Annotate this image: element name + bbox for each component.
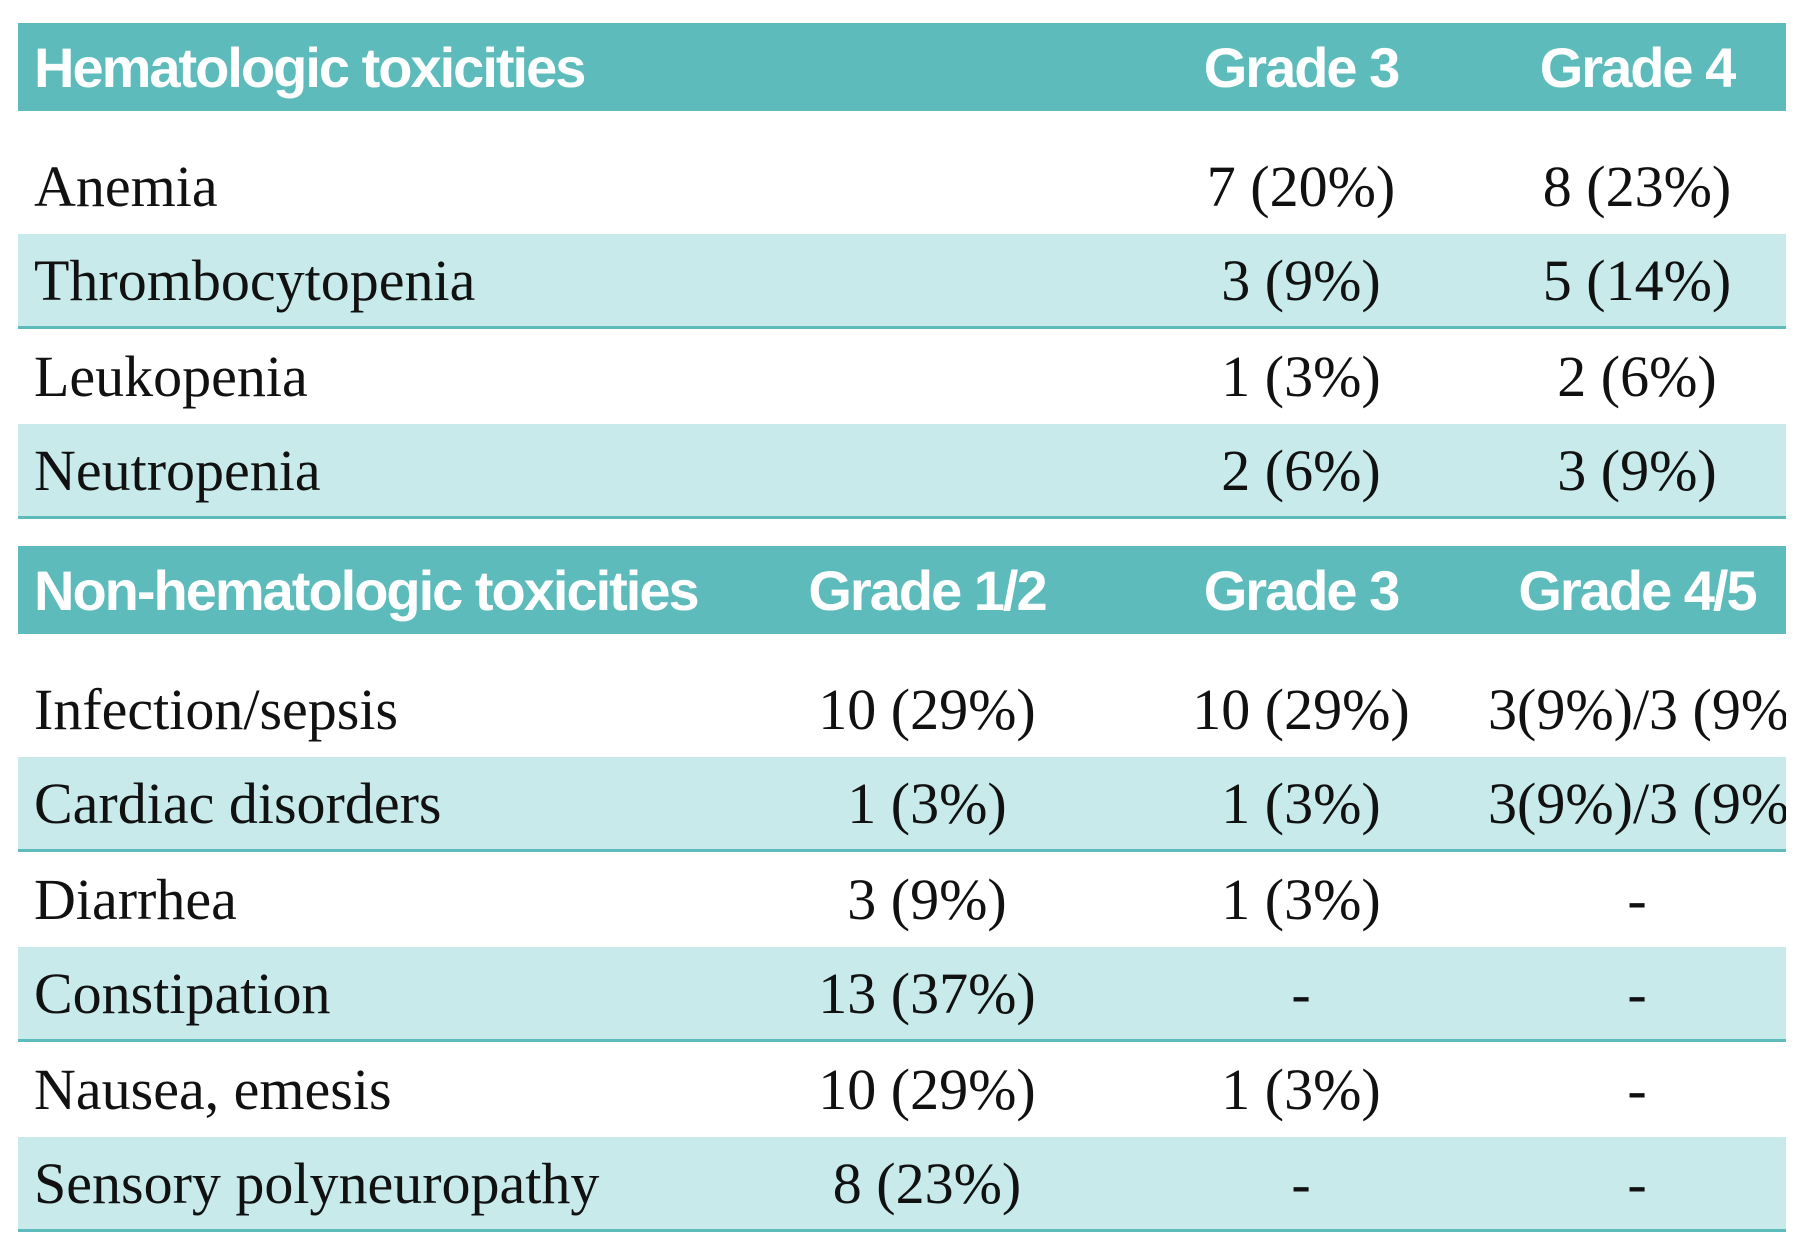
grade12-value: 8 (23%)	[832, 1150, 1022, 1216]
grade45-value: -	[1627, 867, 1647, 932]
grade3-value: -	[1291, 1150, 1311, 1216]
grade3-value: 1 (3%)	[1221, 867, 1381, 932]
grade4-value: 5 (14%)	[1542, 247, 1732, 313]
table-row: Leukopenia 1 (3%) 2 (6%)	[18, 329, 1786, 424]
toxicity-name: Infection/sepsis	[34, 677, 399, 742]
hematologic-header-title: Hematologic toxicities	[34, 35, 586, 99]
grade4-value: 3 (9%)	[1557, 437, 1717, 503]
table-row: Cardiac disorders 1 (3%) 1 (3%) 3(9%)/3 …	[18, 757, 1786, 852]
non-hematologic-header-grade12: Grade 1/2	[808, 558, 1047, 622]
grade12-value: 10 (29%)	[818, 677, 1036, 742]
grade3-value: 1 (3%)	[1221, 344, 1381, 409]
toxicity-name: Neutropenia	[34, 437, 321, 503]
grade12-value: 1 (3%)	[847, 770, 1007, 836]
grade45-value: 3(9%)/3 (9%)	[1488, 770, 1786, 836]
grade45-value: -	[1627, 1150, 1647, 1216]
toxicity-name: Sensory polyneuropathy	[34, 1150, 600, 1216]
grade45-value: -	[1627, 960, 1647, 1026]
table-row: Thrombocytopenia 3 (9%) 5 (14%)	[18, 234, 1786, 329]
grade45-value: 3(9%)/3 (9%)	[1488, 677, 1786, 742]
grade3-value: 2 (6%)	[1221, 437, 1381, 503]
grade3-value: 1 (3%)	[1221, 770, 1381, 836]
hematologic-table: Hematologic toxicities Grade 3 Grade 4 A…	[18, 23, 1786, 519]
table-row: Infection/sepsis 10 (29%) 10 (29%) 3(9%)…	[18, 662, 1786, 757]
toxicity-name: Diarrhea	[34, 867, 237, 932]
table-row: Diarrhea 3 (9%) 1 (3%) -	[18, 852, 1786, 947]
non-hematologic-table: Non-hematologic toxicities Grade 1/2 Gra…	[18, 546, 1786, 1232]
grade45-value: -	[1627, 1057, 1647, 1122]
table-row: Neutropenia 2 (6%) 3 (9%)	[18, 424, 1786, 519]
table-row: Anemia 7 (20%) 8 (23%)	[18, 139, 1786, 234]
hematologic-header-grade4: Grade 4	[1539, 35, 1737, 99]
hematologic-header-row: Hematologic toxicities Grade 3 Grade 4	[18, 23, 1786, 111]
grade12-value: 10 (29%)	[818, 1057, 1036, 1122]
toxicity-name: Anemia	[34, 154, 218, 219]
grade4-value: 8 (23%)	[1542, 154, 1732, 219]
table-row: Nausea, emesis 10 (29%) 1 (3%) -	[18, 1042, 1786, 1137]
table-row: Constipation 13 (37%) - -	[18, 947, 1786, 1042]
grade3-value: 10 (29%)	[1192, 677, 1410, 742]
grade3-value: 7 (20%)	[1206, 154, 1396, 219]
toxicity-name: Constipation	[34, 960, 331, 1026]
grade12-value: 3 (9%)	[847, 867, 1007, 932]
hematologic-header-grade3: Grade 3	[1203, 35, 1401, 99]
non-hematologic-header-row: Non-hematologic toxicities Grade 1/2 Gra…	[18, 546, 1786, 634]
grade3-value: 1 (3%)	[1221, 1057, 1381, 1122]
grade3-value: -	[1291, 960, 1311, 1026]
toxicity-name: Thrombocytopenia	[34, 247, 476, 313]
table-row: Sensory polyneuropathy 8 (23%) - -	[18, 1137, 1786, 1232]
toxicity-name: Cardiac disorders	[34, 770, 442, 836]
grade3-value: 3 (9%)	[1221, 247, 1381, 313]
non-hematologic-header-grade45: Grade 4/5	[1518, 558, 1757, 622]
grade12-value: 13 (37%)	[818, 960, 1036, 1026]
toxicity-name: Leukopenia	[34, 344, 308, 409]
grade4-value: 2 (6%)	[1557, 344, 1717, 409]
toxicity-name: Nausea, emesis	[34, 1057, 392, 1122]
non-hematologic-header-grade3: Grade 3	[1203, 558, 1401, 622]
non-hematologic-header-title: Non-hematologic toxicities	[34, 558, 700, 622]
